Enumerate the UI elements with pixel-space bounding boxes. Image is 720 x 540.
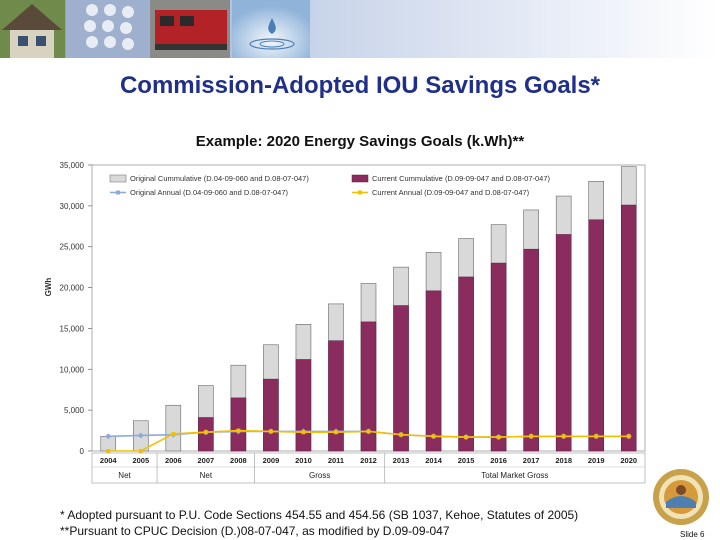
group-label: Net — [200, 471, 213, 480]
point-current-annual — [626, 434, 631, 439]
bar-current-cumulative — [263, 378, 279, 452]
header-photo-banner — [0, 0, 720, 58]
bar-current-cumulative — [458, 276, 474, 452]
legend-swatch — [351, 174, 369, 183]
point-current-annual — [236, 428, 241, 433]
point-current-annual — [333, 430, 338, 435]
point-current-annual — [399, 432, 404, 437]
legend-marker — [116, 190, 120, 195]
x-tick-label: 2006 — [165, 456, 182, 465]
legend-label: Current Cummulative (D.09-09-047 and D.0… — [372, 174, 551, 183]
bar-original-cumulative — [165, 404, 182, 452]
bar-current-cumulative — [328, 340, 344, 452]
footnote-decision: **Pursuant to CPUC Decision (D.)08-07-04… — [60, 524, 450, 538]
y-tick-label: 0 — [80, 447, 85, 456]
group-label: Gross — [309, 471, 330, 480]
x-tick-label: 2011 — [328, 456, 344, 465]
bar-current-cumulative — [295, 359, 312, 452]
slide-number: Slide 6 — [680, 530, 705, 539]
x-tick-label: 2010 — [295, 456, 312, 465]
x-tick-label: 2007 — [198, 456, 215, 465]
point-current-annual — [464, 435, 469, 440]
slide-title: Commission-Adopted IOU Savings Goals* — [119, 72, 601, 99]
point-current-annual — [366, 429, 371, 434]
point-current-annual — [431, 434, 436, 439]
x-tick-label: 2017 — [523, 456, 540, 465]
point-current-annual — [106, 449, 111, 453]
x-tick-label: 2020 — [620, 456, 637, 465]
x-tick-label: 2013 — [393, 456, 410, 465]
x-tick-label: 2012 — [360, 456, 377, 465]
point-current-annual — [301, 430, 306, 435]
y-tick-label: 15,000 — [60, 324, 85, 333]
x-tick-label: 2008 — [230, 456, 247, 465]
legend-label: Original Cummulative (D.04-09-060 and D.… — [130, 174, 309, 183]
train-photo — [150, 0, 230, 58]
y-tick-label: 35,000 — [60, 161, 85, 170]
x-tick-label: 2018 — [555, 456, 572, 465]
y-tick-label: 20,000 — [60, 284, 85, 293]
legend-swatch — [109, 174, 127, 183]
bar-current-cumulative — [523, 248, 539, 452]
bar-current-cumulative — [230, 397, 247, 452]
bar-current-cumulative — [360, 321, 377, 452]
bar-current-cumulative — [425, 290, 442, 452]
y-axis-label: GWh — [44, 278, 53, 297]
category-table — [91, 452, 646, 484]
x-tick-label: 2005 — [132, 456, 149, 465]
bar-current-cumulative — [621, 204, 637, 452]
y-tick-label: 25,000 — [60, 243, 85, 252]
bar-current-cumulative — [393, 305, 409, 452]
legend-label: Current Annual (D.09-09-047 and D.08-07-… — [372, 188, 530, 197]
point-current-annual — [268, 429, 273, 434]
y-tick-label: 5,000 — [64, 406, 85, 415]
x-tick-label: 2019 — [588, 456, 605, 465]
point-original-annual — [137, 432, 144, 439]
point-current-annual — [203, 430, 208, 435]
chart-title: Example: 2020 Energy Savings Goals (k.Wh… — [195, 133, 525, 150]
bar-current-cumulative — [588, 219, 604, 452]
point-current-annual — [496, 435, 501, 440]
point-current-annual — [171, 431, 176, 436]
water-drop-photo — [232, 0, 310, 58]
group-label: Total Market Gross — [481, 471, 548, 480]
bar-current-cumulative — [555, 234, 572, 452]
point-current-annual — [529, 434, 534, 439]
legend-label: Original Annual (D.04-09-060 and D.08-07… — [130, 188, 289, 197]
point-current-annual — [594, 434, 599, 439]
point-current-annual — [138, 449, 143, 453]
x-tick-label: 2016 — [490, 456, 507, 465]
footnote-statute: * Adopted pursuant to P.U. Code Sections… — [60, 508, 579, 522]
x-tick-label: 2009 — [263, 456, 280, 465]
x-tick-label: 2015 — [458, 456, 475, 465]
y-tick-label: 10,000 — [60, 365, 85, 374]
savings-goals-chart: 0 5,000 10,000 15,000 20,000 25,000 30,000 35,0… — [44, 161, 646, 484]
cpuc-seal-logo — [653, 469, 709, 525]
group-label: Net — [118, 471, 131, 480]
y-tick-label: 30,000 — [60, 202, 85, 211]
point-current-annual — [561, 434, 566, 439]
bar-current-cumulative — [490, 262, 507, 452]
phone-keypad-photo — [66, 0, 148, 58]
x-tick-label: 2014 — [425, 456, 443, 465]
point-original-annual — [105, 433, 112, 440]
x-tick-label: 2004 — [100, 456, 118, 465]
house-photo — [0, 0, 65, 58]
legend-marker — [358, 190, 362, 195]
